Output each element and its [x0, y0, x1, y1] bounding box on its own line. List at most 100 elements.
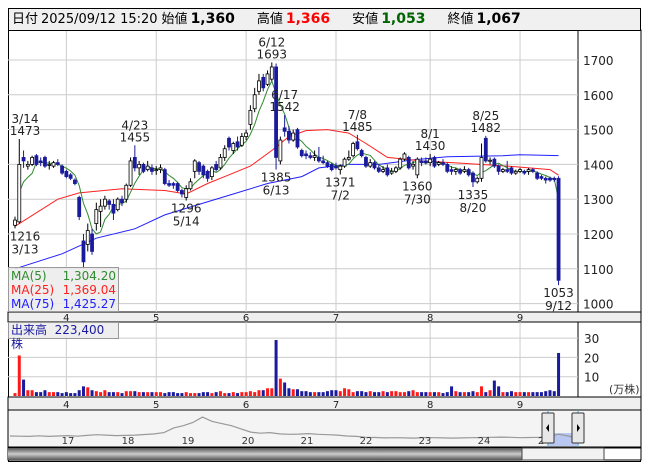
month-tick-label: 4: [63, 313, 69, 324]
candle-body: [102, 198, 107, 207]
candle: [145, 160, 150, 172]
volume-bar: [505, 392, 509, 396]
high-value: 1,366: [285, 11, 331, 27]
volume-bar: [325, 391, 329, 396]
volume-bar: [146, 392, 150, 396]
volume-bar: [531, 392, 535, 396]
volume-bar: [385, 392, 389, 396]
volume-bar: [535, 392, 539, 396]
volume-bar: [445, 392, 449, 396]
candle-body: [329, 163, 334, 171]
volume-tick-label: 30: [584, 332, 599, 346]
quote-header: 日付 2025/09/12 15:20 始値 1,360 高値 1,366 安値 1,053 終…: [8, 8, 641, 31]
volume-bar: [52, 392, 56, 396]
volume-month-tick-label: 9: [517, 400, 523, 411]
candle-body: [175, 183, 180, 191]
volume-bar: [317, 392, 321, 396]
volume-bar: [180, 393, 184, 396]
candle-body: [312, 155, 317, 158]
volume-bar: [557, 352, 561, 396]
candle: [287, 126, 291, 144]
candle: [466, 167, 471, 177]
candle: [98, 199, 103, 228]
candle-body: [475, 177, 480, 183]
candle: [248, 105, 253, 130]
volume-bar: [193, 393, 197, 396]
candle-body: [38, 160, 43, 164]
candle-body: [107, 200, 112, 205]
candle: [81, 234, 86, 269]
ma25-value: 1,369.04: [62, 283, 116, 297]
candle: [458, 167, 463, 175]
volume-bar: [171, 392, 175, 396]
candle-body: [141, 163, 146, 172]
candle-body: [64, 170, 69, 177]
scrollbar-left-region[interactable]: [8, 448, 522, 460]
candle-body: [359, 150, 364, 157]
candle: [128, 157, 133, 188]
volume-bar: [176, 393, 180, 396]
volume-bar: [210, 393, 214, 396]
candle-body: [30, 157, 35, 165]
volume-bar: [411, 390, 415, 396]
date-label: 日付: [12, 12, 39, 27]
annotation-date: 5/14: [173, 215, 200, 229]
candle-body: [244, 132, 249, 137]
annotation-date: 3/13: [12, 242, 39, 256]
candle: [73, 178, 77, 186]
navigator-line: [9, 416, 579, 440]
candle-body: [180, 190, 184, 195]
volume-bar: [167, 392, 171, 396]
candle: [304, 150, 308, 160]
candle: [278, 136, 283, 165]
candle: [21, 150, 26, 168]
candle-body: [325, 162, 330, 167]
volume-bar: [377, 392, 381, 396]
candle: [150, 164, 154, 175]
candle-body: [188, 181, 193, 190]
candle-body: [552, 177, 557, 181]
navigator-right-handle[interactable]: [571, 412, 585, 444]
volume-bar: [539, 392, 543, 396]
volume-month-tick-label: 6: [243, 400, 249, 411]
volume-bar: [338, 391, 342, 396]
candle-body: [321, 160, 326, 164]
candle-body: [252, 94, 257, 110]
price-tick-label: 1300: [583, 193, 614, 207]
volume-month-tick-label: 8: [427, 400, 433, 411]
volume-bar: [278, 378, 282, 396]
volume-bar: [420, 392, 424, 396]
candle: [209, 166, 214, 181]
volume-bar: [432, 392, 436, 396]
volume-bar: [133, 391, 137, 396]
candle: [299, 148, 304, 158]
candle: [432, 155, 437, 168]
volume-bar: [159, 392, 163, 396]
candle-body: [17, 163, 22, 223]
candle-body: [449, 169, 454, 172]
candle-body: [128, 160, 133, 186]
navigator-left-handle[interactable]: [541, 412, 555, 444]
annotation-value: 1385: [261, 171, 292, 185]
candle: [205, 169, 210, 182]
candle: [475, 176, 480, 184]
scrollbar-thumb[interactable]: [521, 447, 605, 461]
volume-bar: [116, 392, 120, 396]
volume-bar: [308, 392, 312, 396]
candle: [543, 176, 548, 184]
candle: [368, 159, 373, 168]
volume-bar: [124, 391, 128, 396]
annotation-value: 1053: [543, 286, 574, 300]
candle: [154, 166, 159, 175]
annotation-value: 1371: [325, 175, 356, 189]
candle-body: [265, 73, 270, 85]
candle: [51, 160, 56, 168]
close-label: 終値: [447, 12, 474, 27]
candle-body: [124, 184, 129, 200]
volume-bar: [450, 386, 454, 396]
candle-body: [278, 139, 283, 162]
candle: [436, 160, 441, 167]
